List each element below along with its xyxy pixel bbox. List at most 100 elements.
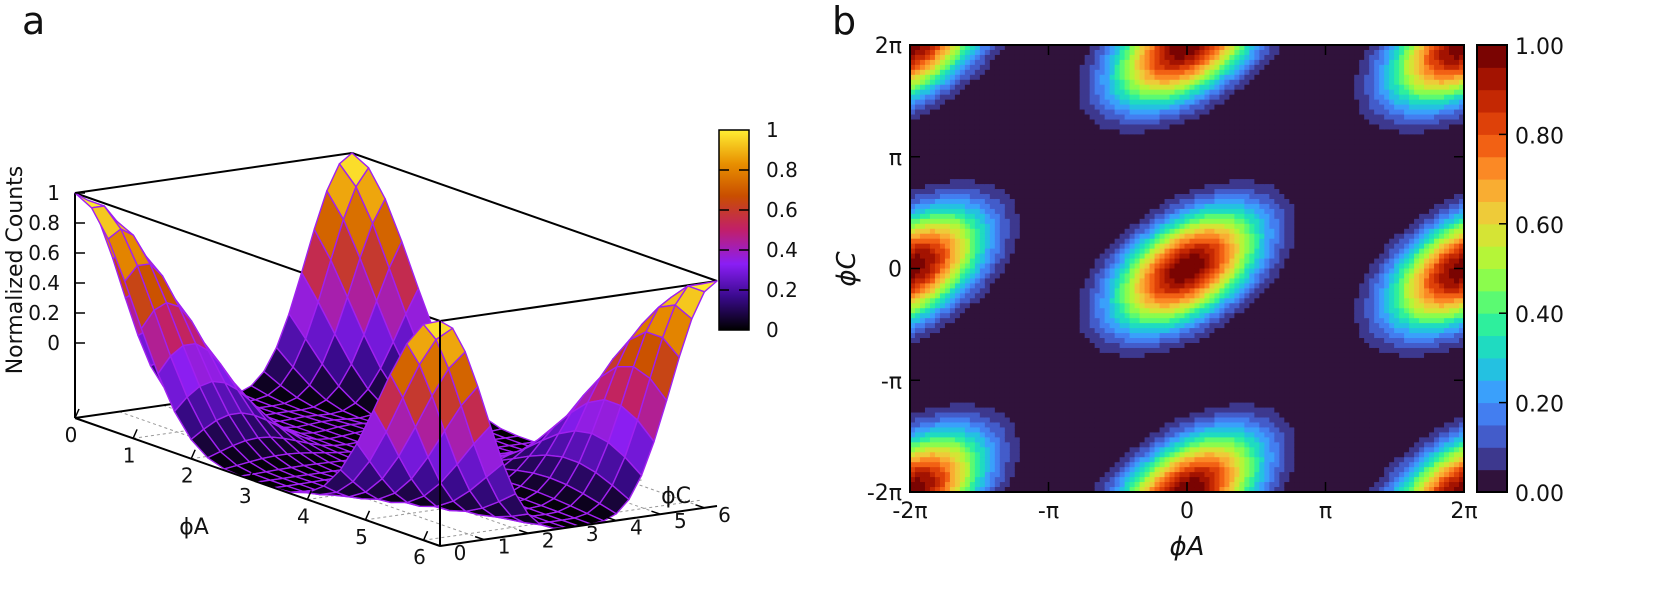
heatmap-cell [974, 114, 981, 121]
heatmap-cell [1034, 263, 1041, 270]
heatmap-cell [1059, 74, 1066, 81]
heatmap-cell [910, 248, 916, 255]
heatmap-cell [974, 397, 981, 404]
heatmap-cell [1059, 99, 1066, 106]
heatmap-cell [1024, 218, 1031, 225]
heatmap-cell [974, 343, 981, 349]
heatmap-cell [949, 258, 956, 265]
heatmap-cell [1049, 228, 1056, 235]
heatmap-cell [1069, 198, 1076, 205]
heatmap-cell [1004, 422, 1011, 429]
heatmap-cell [974, 174, 981, 180]
heatmap-cell [1034, 109, 1041, 116]
heatmap-cell [994, 99, 1001, 106]
heatmap-cell [939, 69, 946, 76]
heatmap-cell [910, 49, 916, 56]
heatmap-cell [984, 422, 991, 429]
heatmap-cell [1044, 427, 1051, 433]
heatmap-cell [1059, 134, 1066, 140]
heatmap-cell [914, 452, 921, 458]
heatmap-cell [994, 124, 1001, 131]
heatmap-cell [919, 422, 926, 429]
heatmap-cell [999, 238, 1006, 245]
heatmap-cell [939, 382, 946, 389]
heatmap-cell [1004, 467, 1011, 473]
heatmap-cell [1129, 233, 1136, 240]
heatmap-cell [964, 258, 971, 265]
heatmap-cell [949, 59, 956, 66]
heatmap-cell [944, 392, 951, 399]
heatmap-cell [954, 154, 961, 160]
heatmap-cell [914, 397, 921, 404]
heatmap-cell [1029, 293, 1036, 299]
heatmap-cell [944, 328, 951, 334]
heatmap-cell [1029, 308, 1036, 314]
heatmap-cell [1079, 59, 1086, 66]
heatmap-cell [1089, 253, 1096, 260]
heatmap-cell [1009, 54, 1016, 61]
heatmap-cell [919, 194, 926, 200]
heatmap-cell [929, 79, 936, 86]
heatmap-cell [1084, 79, 1091, 86]
heatmap-cell [1014, 283, 1021, 289]
heatmap-cell [1004, 333, 1011, 339]
heatmap-cell [1119, 74, 1126, 81]
heatmap-cell [1104, 362, 1111, 369]
heatmap-cell [1139, 194, 1146, 200]
heatmap-cell [1009, 343, 1016, 349]
heatmap-cell [1084, 298, 1091, 304]
heatmap-cell [984, 278, 991, 284]
heatmap-cell [1079, 129, 1086, 135]
heatmap-cell [1149, 228, 1156, 235]
heatmap-cell [1004, 208, 1011, 215]
heatmap-cell [1079, 144, 1086, 150]
heatmap-cell [1019, 278, 1026, 284]
heatmap-cell [974, 169, 981, 175]
heatmap-cell [1094, 149, 1101, 155]
heatmap-cell [1029, 318, 1036, 324]
heatmap-cell [1119, 258, 1126, 265]
heatmap-cell [914, 487, 921, 493]
heatmap-cell [1044, 467, 1051, 473]
heatmap-cell [1124, 124, 1131, 131]
heatmap-cell [1039, 169, 1046, 175]
heatmap-cell [1089, 263, 1096, 270]
heatmap-cell [944, 402, 951, 409]
heatmap-cell [994, 422, 1001, 429]
heatmap-cell [1094, 164, 1101, 170]
heatmap-cell [1074, 402, 1081, 409]
heatmap-cell [989, 347, 996, 354]
heatmap-cell [1129, 248, 1136, 255]
heatmap-cell [1044, 149, 1051, 155]
heatmap-cell [989, 189, 996, 195]
heatmap-cell [1129, 352, 1136, 359]
heatmap-cell [1089, 288, 1096, 294]
heatmap-cell [1059, 174, 1066, 180]
heatmap-cell [1069, 159, 1076, 165]
heatmap-cell [1024, 69, 1031, 76]
heatmap-cell [969, 263, 976, 270]
heatmap-cell [1024, 169, 1031, 175]
heatmap-cell [1054, 338, 1061, 344]
heatmap-cell [934, 377, 941, 384]
heatmap-cell [1034, 333, 1041, 339]
heatmap-cell [979, 328, 986, 334]
heatmap-cell [1134, 452, 1141, 458]
heatmap-cell [1059, 457, 1066, 463]
heatmap-cell [1074, 99, 1081, 106]
heatmap-cell [1084, 482, 1091, 488]
heatmap-cell [1034, 422, 1041, 429]
heatmap-cell [924, 392, 931, 399]
heatmap-cell [1069, 308, 1076, 314]
heatmap-cell [1039, 59, 1046, 66]
heatmap-cell [979, 59, 986, 66]
heatmap-cell [1124, 89, 1131, 96]
heatmap-cell [944, 223, 951, 230]
heatmap-cell [994, 323, 1001, 329]
heatmap-cell [1094, 283, 1101, 289]
heatmap-cell [934, 228, 941, 235]
heatmap-cell [919, 377, 926, 384]
heatmap-cell [1149, 164, 1156, 170]
heatmap-cell [1129, 308, 1136, 314]
heatmap-cell [1014, 313, 1021, 319]
